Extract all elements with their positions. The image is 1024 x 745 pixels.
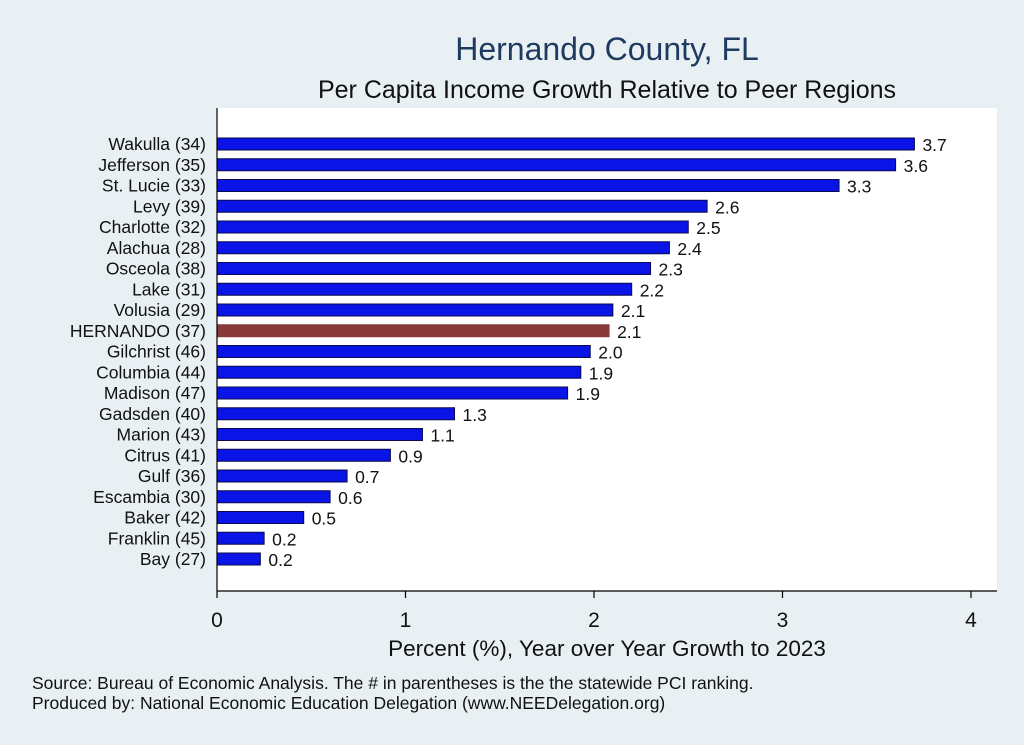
bar-9	[216, 324, 610, 338]
category-label-5: Alachua (28)	[107, 238, 206, 258]
category-label-9: HERNANDO (37)	[70, 321, 206, 341]
x-tick-label-1: 1	[400, 609, 412, 632]
bar-7	[216, 282, 633, 296]
category-label-7: Lake (31)	[132, 279, 206, 299]
value-label-10: 2.0	[598, 343, 623, 363]
bar-12	[216, 386, 569, 400]
category-labels: Wakulla (34)Jefferson (35)St. Lucie (33)…	[70, 134, 206, 569]
value-label-13: 1.3	[463, 405, 487, 425]
bar-6	[216, 262, 652, 275]
x-axis-title: Percent (%), Year over Year Growth to 20…	[388, 636, 826, 661]
bar-2	[216, 179, 840, 192]
category-label-16: Gulf (36)	[138, 466, 206, 486]
value-label-18: 0.5	[312, 509, 336, 529]
category-label-4: Charlotte (32)	[99, 217, 206, 237]
value-label-5: 2.4	[677, 239, 702, 259]
value-label-7: 2.2	[640, 280, 664, 300]
bar-18	[216, 511, 305, 524]
bar-19	[216, 531, 265, 545]
category-label-13: Gadsden (40)	[99, 404, 206, 424]
bar-8	[216, 303, 614, 317]
bar-10	[216, 345, 591, 358]
value-label-3: 2.6	[715, 197, 739, 217]
category-label-0: Wakulla (34)	[108, 134, 206, 154]
x-tick-label-2: 2	[588, 609, 600, 632]
category-label-18: Baker (42)	[124, 508, 206, 528]
bar-14	[216, 428, 423, 441]
bar-16	[216, 469, 348, 483]
value-label-4: 2.5	[696, 218, 720, 238]
value-labels: 3.73.63.32.62.52.42.32.22.12.12.01.91.91…	[268, 135, 946, 570]
x-axis-ticks: 0 1 2 3 4	[211, 591, 977, 632]
category-label-3: Levy (39)	[133, 196, 206, 216]
value-label-19: 0.2	[272, 529, 296, 549]
category-label-19: Franklin (45)	[108, 528, 206, 548]
source-note: Source: Bureau of Economic Analysis. The…	[32, 673, 753, 693]
value-label-12: 1.9	[576, 384, 600, 404]
bar-0	[216, 137, 915, 151]
x-tick-label-4: 4	[965, 609, 977, 632]
x-tick-label-0: 0	[211, 609, 223, 632]
value-label-9: 2.1	[617, 322, 641, 342]
value-label-11: 1.9	[589, 363, 613, 383]
value-label-2: 3.3	[847, 177, 871, 197]
bar-15	[216, 448, 391, 462]
bar-20	[216, 552, 261, 566]
bar-17	[216, 490, 331, 504]
category-label-11: Columbia (44)	[96, 362, 206, 382]
category-label-14: Marion (43)	[117, 425, 206, 445]
category-label-2: St. Lucie (33)	[102, 176, 206, 196]
chart-title: Hernando County, FL	[455, 31, 759, 67]
bar-5	[216, 241, 670, 255]
value-label-14: 1.1	[430, 426, 454, 446]
x-tick-label-3: 3	[777, 609, 789, 632]
category-label-20: Bay (27)	[140, 549, 206, 569]
bar-13	[216, 407, 456, 421]
category-label-8: Volusia (29)	[114, 300, 206, 320]
value-label-15: 0.9	[398, 446, 422, 466]
value-label-0: 3.7	[922, 135, 946, 155]
category-label-6: Osceola (38)	[106, 259, 206, 279]
bar-1	[216, 158, 897, 172]
value-label-20: 0.2	[268, 550, 292, 570]
category-label-15: Citrus (41)	[124, 445, 206, 465]
category-label-12: Madison (47)	[104, 383, 206, 403]
category-label-17: Escambia (30)	[93, 487, 206, 507]
value-label-16: 0.7	[355, 467, 379, 487]
chart-subtitle: Per Capita Income Growth Relative to Pee…	[318, 76, 896, 104]
value-label-6: 2.3	[659, 260, 683, 280]
bar-3	[216, 199, 708, 213]
bar-4	[216, 220, 689, 234]
value-label-17: 0.6	[338, 488, 362, 508]
value-label-8: 2.1	[621, 301, 645, 321]
value-label-1: 3.6	[904, 156, 928, 176]
bar-11	[216, 365, 582, 379]
category-label-1: Jefferson (35)	[98, 155, 206, 175]
produced-by-note: Produced by: National Economic Education…	[32, 693, 665, 713]
category-label-10: Gilchrist (46)	[107, 342, 206, 362]
